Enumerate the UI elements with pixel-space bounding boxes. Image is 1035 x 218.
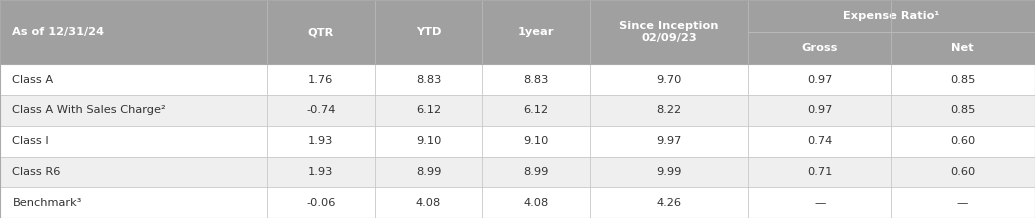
Text: 4.26: 4.26 [656,198,682,208]
Text: YTD: YTD [416,27,441,37]
Text: Expense Ratio¹: Expense Ratio¹ [842,11,940,21]
Bar [0,126,1035,157]
Bar [0,157,1035,187]
Text: 8.83: 8.83 [524,75,549,85]
Text: 8.99: 8.99 [524,167,549,177]
Text: 4.08: 4.08 [416,198,441,208]
Text: Class R6: Class R6 [12,167,61,177]
Text: QTR: QTR [307,27,334,37]
Text: As of 12/31/24: As of 12/31/24 [12,27,105,37]
Text: 0.97: 0.97 [807,106,832,115]
Bar [0,0,1035,64]
Text: Class I: Class I [12,136,50,146]
Text: Since Inception
02/09/23: Since Inception 02/09/23 [619,21,719,43]
Text: —: — [957,198,968,208]
Bar [0,95,1035,126]
Text: 4.08: 4.08 [524,198,549,208]
Text: 1.93: 1.93 [308,167,333,177]
Text: 0.60: 0.60 [950,167,975,177]
Text: 8.99: 8.99 [416,167,441,177]
Text: 6.12: 6.12 [416,106,441,115]
Text: 1year: 1year [518,27,555,37]
Text: 9.10: 9.10 [416,136,441,146]
Text: -0.06: -0.06 [306,198,335,208]
Text: 1.93: 1.93 [308,136,333,146]
Text: 0.85: 0.85 [950,75,975,85]
Text: 9.70: 9.70 [656,75,682,85]
Text: 9.97: 9.97 [656,136,682,146]
Text: 1.76: 1.76 [308,75,333,85]
Text: -0.74: -0.74 [306,106,335,115]
Text: 0.85: 0.85 [950,106,975,115]
Text: 9.99: 9.99 [656,167,682,177]
Text: 0.97: 0.97 [807,75,832,85]
Text: 0.71: 0.71 [807,167,832,177]
Text: Gross: Gross [801,43,838,53]
Bar [0,187,1035,218]
Text: 0.60: 0.60 [950,136,975,146]
Text: 0.74: 0.74 [807,136,832,146]
Text: Class A With Sales Charge²: Class A With Sales Charge² [12,106,166,115]
Text: —: — [815,198,825,208]
Text: Class A: Class A [12,75,54,85]
Text: Benchmark³: Benchmark³ [12,198,82,208]
Text: 8.22: 8.22 [656,106,682,115]
Text: Net: Net [951,43,974,53]
Text: 8.83: 8.83 [416,75,441,85]
Bar [0,64,1035,95]
Text: 9.10: 9.10 [524,136,549,146]
Text: 6.12: 6.12 [524,106,549,115]
